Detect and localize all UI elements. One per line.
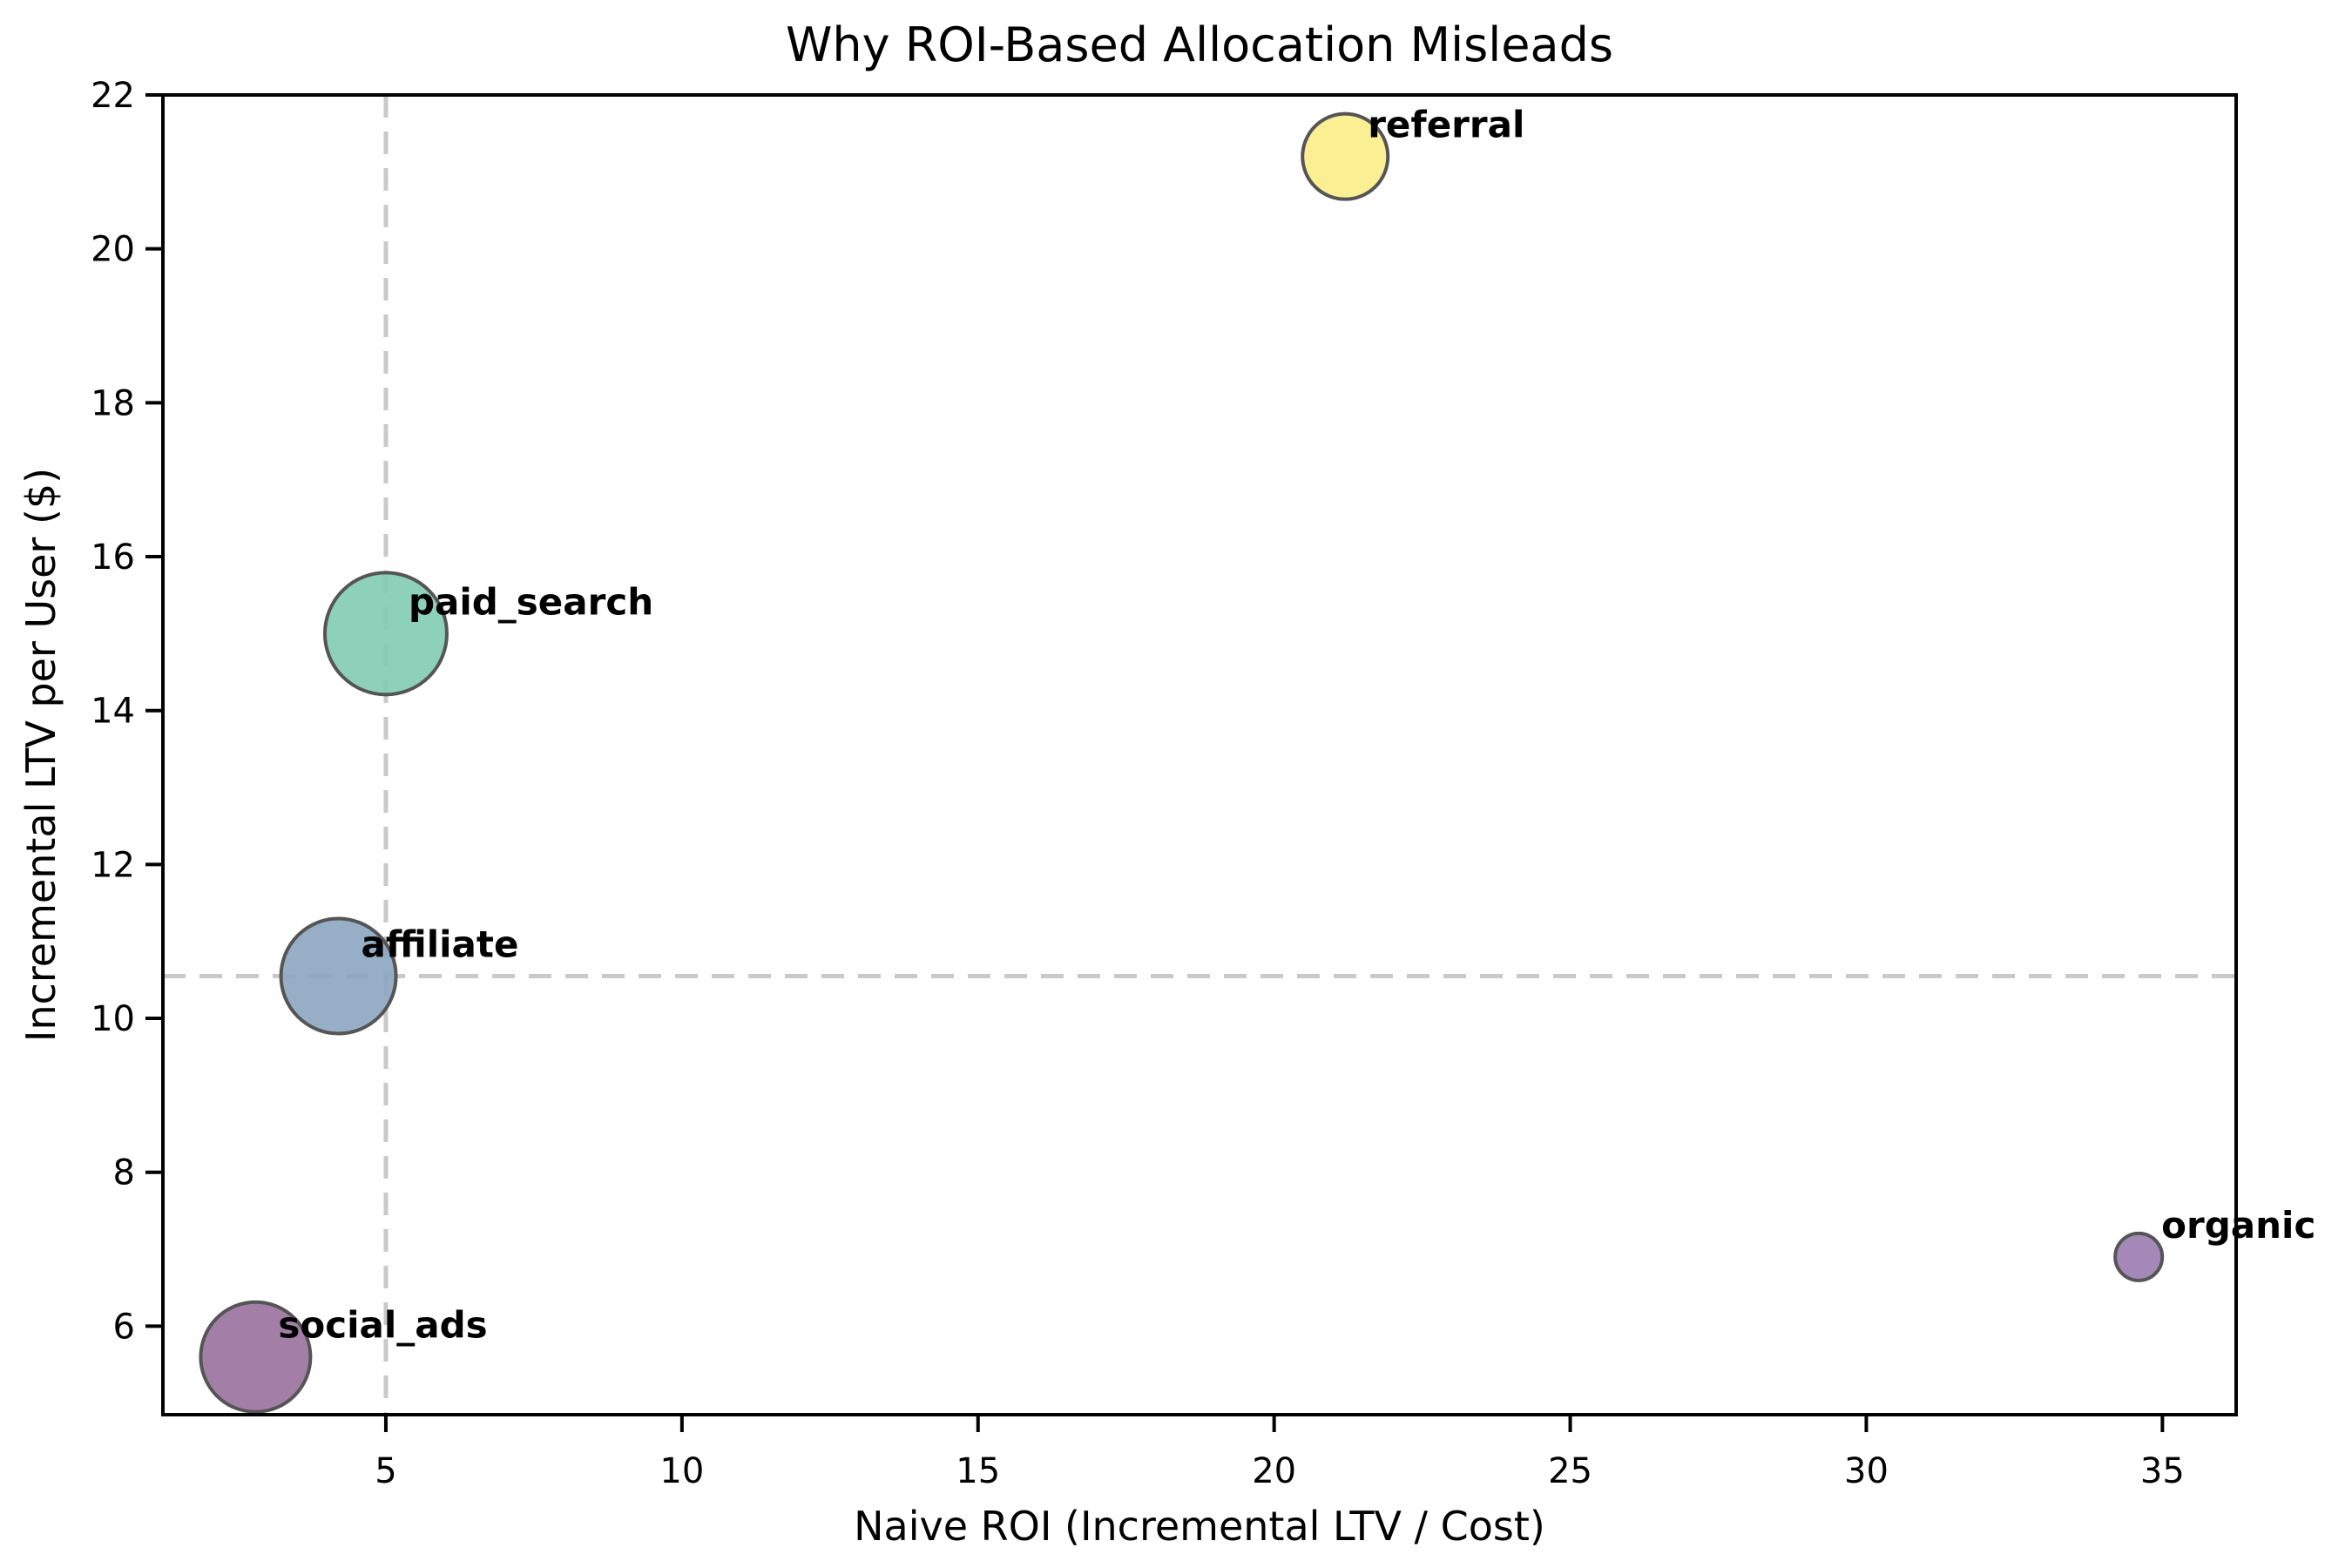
y-tick-label: 18 [91,383,135,423]
y-axis-label: Incremental LTV per User ($) [17,468,64,1042]
chart-title: Why ROI-Based Allocation Misleads [786,17,1613,72]
y-tick-label: 6 [113,1307,135,1347]
bubble-label-organic: organic [2161,1204,2315,1247]
x-tick-label: 25 [1548,1451,1592,1491]
bubble-paid_search [322,571,449,697]
x-tick-label: 15 [956,1451,1000,1491]
bubble-label-affiliate: affiliate [362,923,519,965]
bubble-social_ads [199,1300,313,1414]
x-axis-label: Naive ROI (Incremental LTV / Cost) [854,1503,1545,1550]
x-tick-label: 35 [2140,1451,2185,1491]
x-tick-label: 20 [1252,1451,1296,1491]
axes-spines [161,93,2238,1416]
x-tick-label: 30 [1844,1451,1889,1491]
y-tick-label: 10 [91,999,135,1039]
bubble-affiliate [279,916,398,1036]
y-tick-label: 12 [91,845,135,885]
bubble-label-referral: referral [1368,104,1524,146]
bubble-organic [2113,1231,2165,1282]
x-tick-label: 10 [659,1451,704,1491]
bubble-label-social_ads: social_ads [278,1304,487,1347]
y-tick-label: 22 [91,76,135,116]
y-tick-label: 8 [113,1153,135,1193]
y-tick-label: 20 [91,230,135,270]
bubble-label-paid_search: paid_search [409,580,653,623]
y-tick-label: 16 [91,537,135,578]
x-tick-label: 5 [375,1451,396,1491]
y-tick-label: 14 [91,692,135,732]
bubble-referral [1301,112,1390,201]
